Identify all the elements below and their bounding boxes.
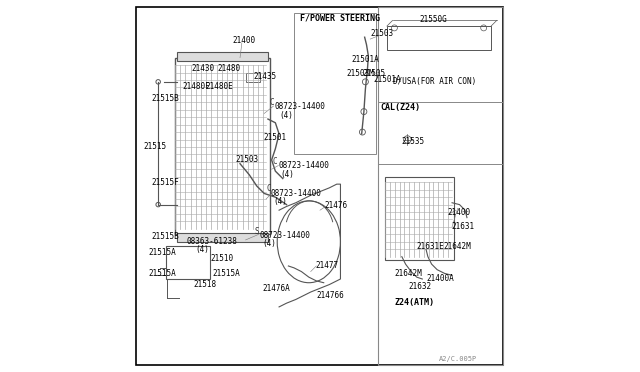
Text: A2/C.005P: A2/C.005P [439, 356, 477, 362]
Bar [387, 26, 491, 50]
Text: 21430: 21430 [191, 64, 215, 73]
Bar [166, 246, 211, 279]
Text: 21435: 21435 [253, 72, 276, 81]
Text: 08363-61238: 08363-61238 [186, 237, 237, 246]
Text: 21632: 21632 [408, 282, 431, 291]
Text: 21631: 21631 [451, 222, 474, 231]
Bar [177, 232, 268, 242]
Text: (4): (4) [262, 239, 276, 248]
Text: 08723-14400: 08723-14400 [278, 161, 329, 170]
Text: 21515B: 21515B [152, 94, 180, 103]
Text: 21515A: 21515A [148, 269, 176, 278]
Text: (4): (4) [280, 170, 294, 179]
Text: 21510: 21510 [211, 254, 234, 263]
Bar [378, 7, 504, 365]
Text: 214766: 214766 [316, 291, 344, 300]
Text: 21505: 21505 [363, 69, 386, 78]
Bar [385, 177, 454, 260]
Text: S: S [254, 227, 259, 236]
Text: C: C [266, 185, 271, 193]
Bar [175, 58, 270, 234]
Text: 08723-14400: 08723-14400 [275, 102, 325, 110]
Text: F/POWER STEERING: F/POWER STEERING [300, 13, 380, 22]
Bar [294, 13, 376, 154]
Text: 21535: 21535 [402, 137, 425, 146]
Text: C: C [273, 157, 277, 166]
Text: 21550G: 21550G [419, 15, 447, 24]
Text: 21515B: 21515B [152, 232, 180, 241]
Text: 21400A: 21400A [427, 274, 454, 283]
Text: 21631E: 21631E [416, 242, 444, 251]
Text: 21400: 21400 [447, 208, 471, 217]
Text: 21501: 21501 [264, 133, 287, 142]
Text: 21518: 21518 [193, 280, 217, 289]
Text: 21515A: 21515A [149, 248, 177, 257]
Text: 21503: 21503 [370, 29, 394, 38]
Bar [177, 52, 268, 61]
Text: (4): (4) [195, 246, 209, 254]
Text: 21501A: 21501A [374, 76, 401, 84]
Text: 21480F: 21480F [182, 82, 210, 91]
Text: 21501A: 21501A [351, 55, 380, 64]
Text: Z24(ATM): Z24(ATM) [394, 298, 434, 307]
Text: 21642M: 21642M [444, 242, 471, 251]
Bar [246, 73, 260, 82]
Text: 21503M: 21503M [347, 69, 374, 78]
Text: 21476: 21476 [325, 201, 348, 210]
Text: 21515F: 21515F [152, 178, 180, 187]
Text: C: C [269, 98, 274, 107]
Text: (4): (4) [274, 198, 288, 206]
Text: 21480E: 21480E [206, 82, 234, 91]
Text: 21642M: 21642M [394, 269, 422, 278]
Text: 21503: 21503 [235, 155, 259, 164]
Text: 21515: 21515 [143, 142, 166, 151]
Text: CAL(Z24): CAL(Z24) [381, 103, 420, 112]
Text: 08723-14400: 08723-14400 [260, 231, 310, 240]
Text: 21400: 21400 [232, 36, 256, 45]
Text: 21477: 21477 [316, 262, 339, 270]
Text: D/USA(FOR AIR CON): D/USA(FOR AIR CON) [393, 77, 476, 86]
Text: 21476A: 21476A [262, 284, 290, 293]
Text: 21480: 21480 [218, 64, 241, 73]
Text: 08723-14400: 08723-14400 [271, 189, 322, 198]
Text: 21515A: 21515A [212, 269, 240, 278]
Text: (4): (4) [280, 111, 294, 120]
